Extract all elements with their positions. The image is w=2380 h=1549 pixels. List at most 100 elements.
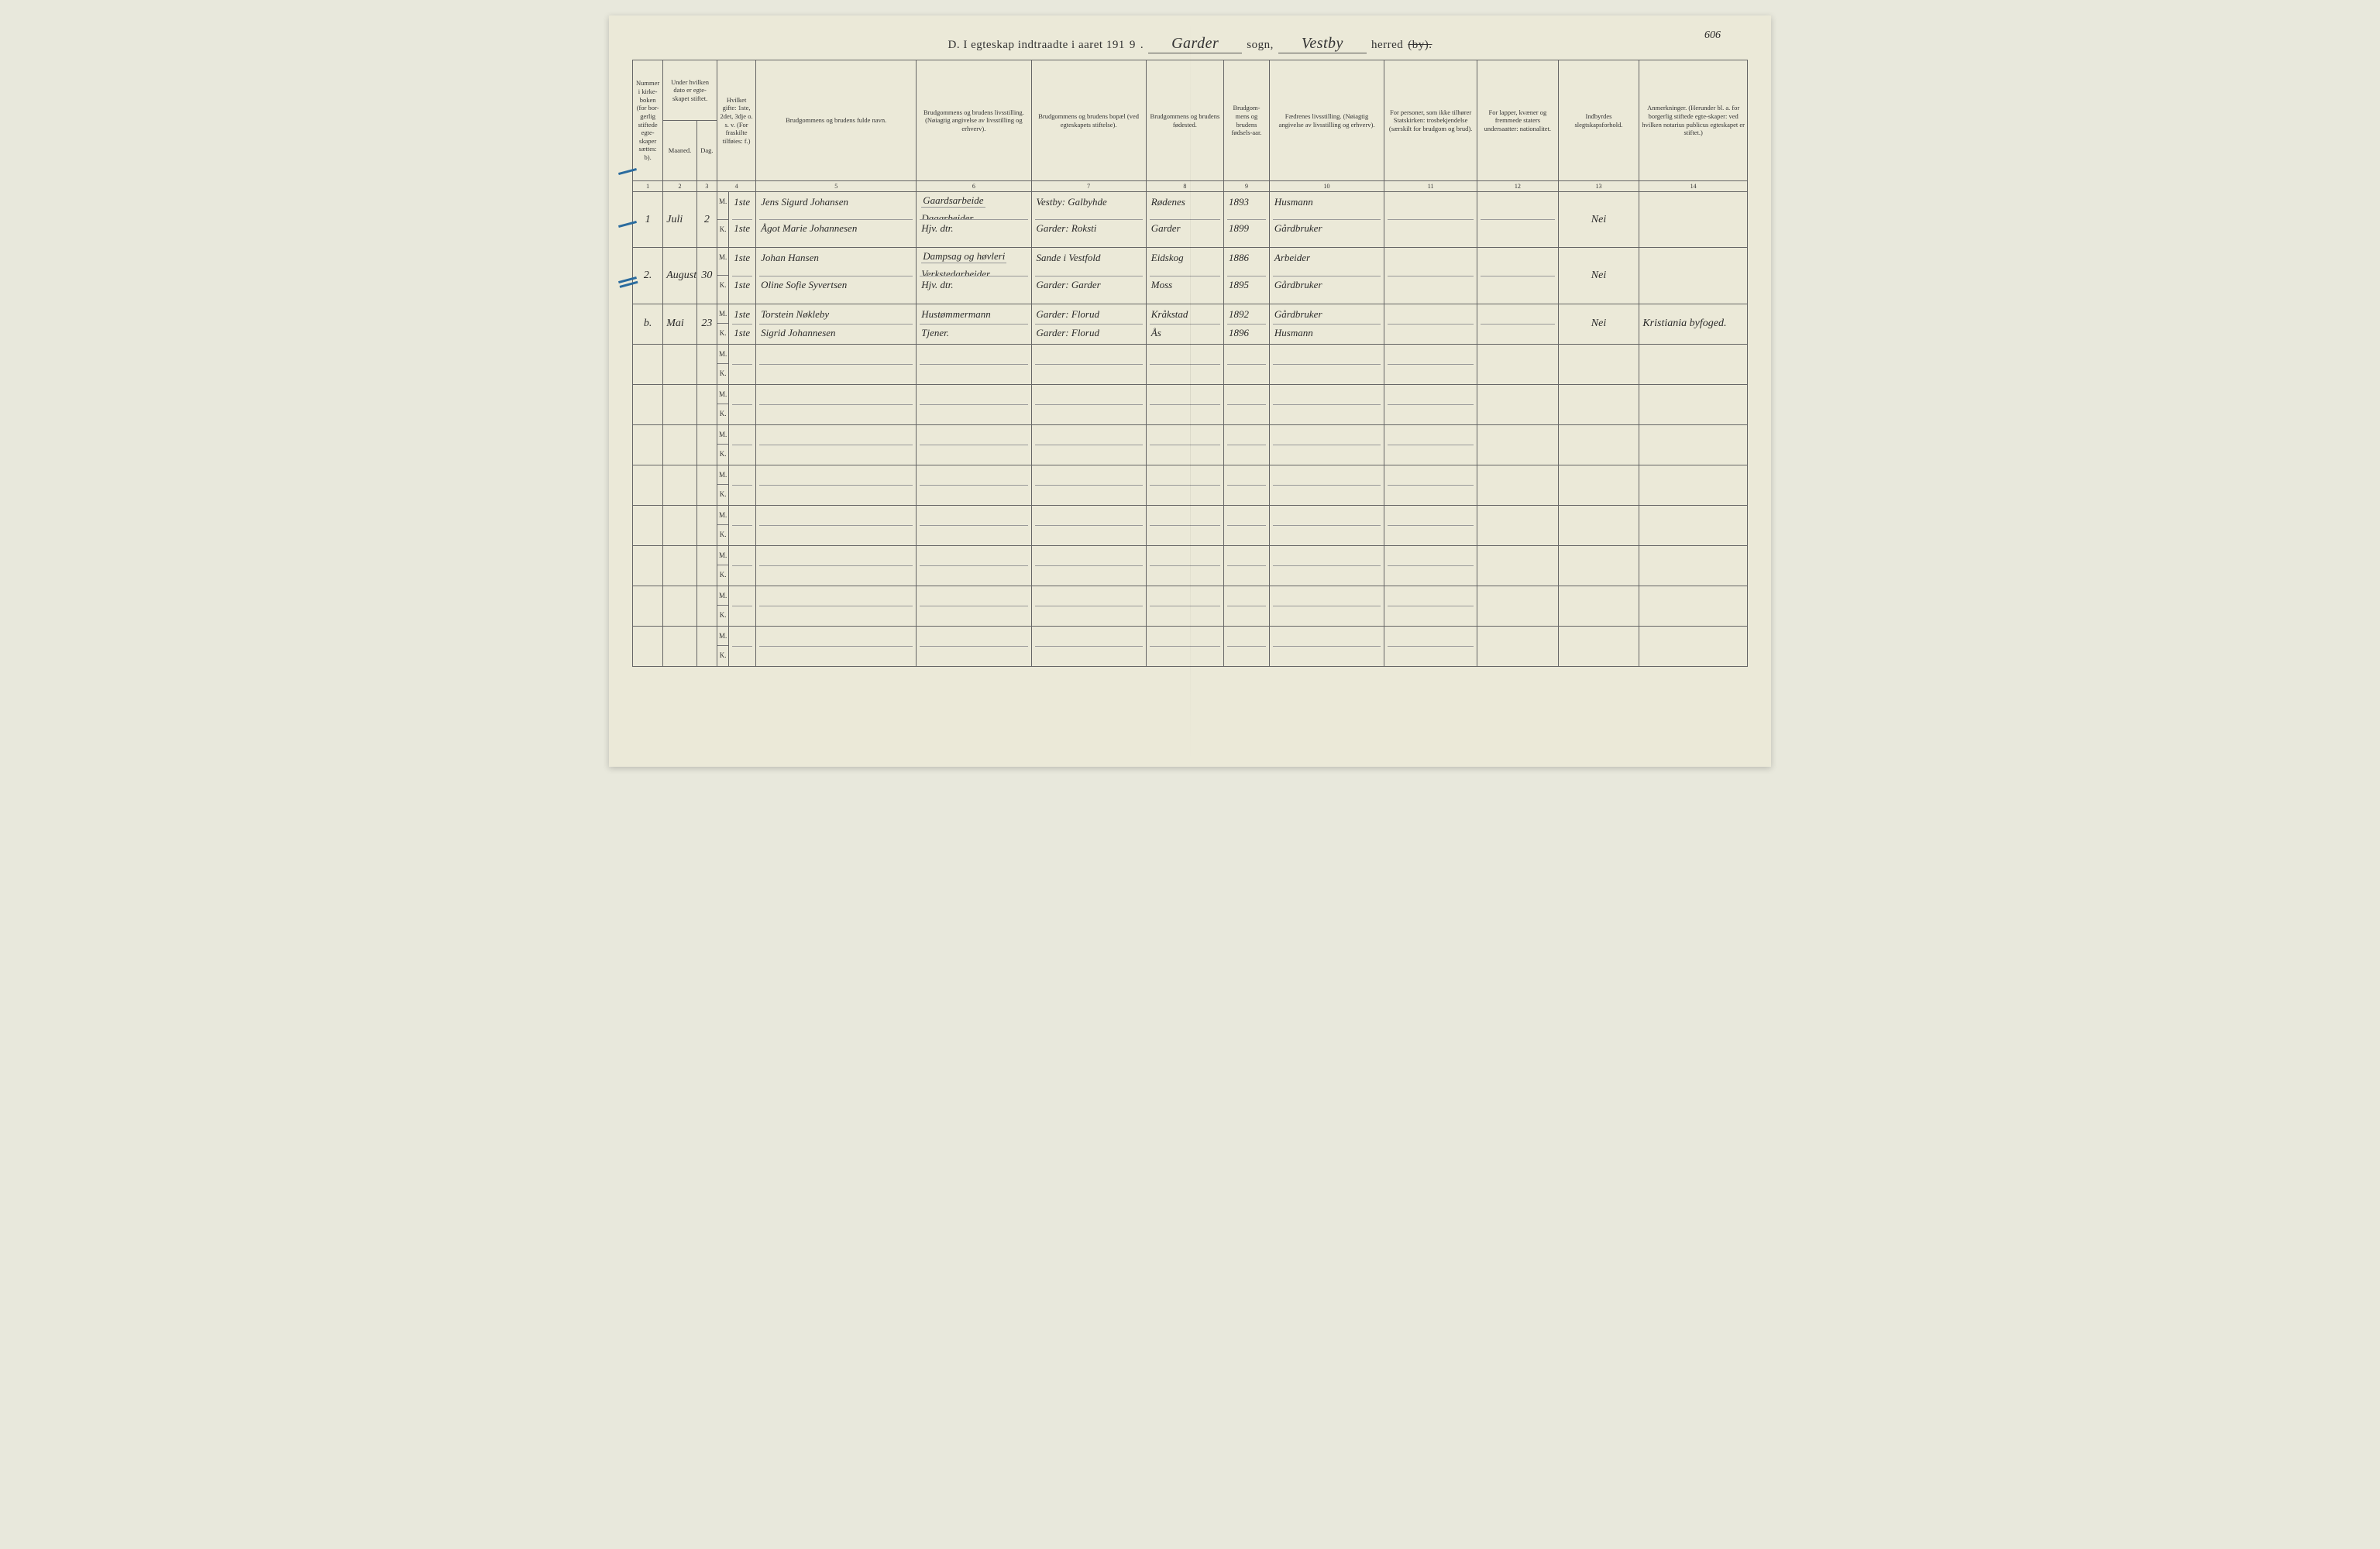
- empty: [1558, 424, 1639, 465]
- col-num: 2: [663, 181, 697, 192]
- empty: [917, 626, 1031, 666]
- occupation: Dampsag og høvleriVerkstedarbeiderHjv. d…: [917, 248, 1031, 304]
- empty: [1269, 465, 1384, 505]
- col-header: Brudgommens og brudens fulde navn.: [756, 60, 917, 181]
- occupation: GaardsarbeideDagarbeiderHjv. dtr.: [917, 192, 1031, 248]
- birthplace: KråkstadÅs: [1146, 304, 1223, 344]
- empty: [1224, 465, 1270, 505]
- empty: [1558, 545, 1639, 586]
- father-occupation: HusmannGårdbruker: [1269, 192, 1384, 248]
- empty: [756, 424, 917, 465]
- col-num: 1: [633, 181, 663, 192]
- month: August: [663, 248, 697, 304]
- names: Torstein NøklebySigrid Johannesen: [756, 304, 917, 344]
- col-header: Anmerkninger. (Herunder bl. a. for borge…: [1639, 60, 1748, 181]
- empty: [1384, 505, 1477, 545]
- empty: [1224, 384, 1270, 424]
- empty: [1639, 344, 1748, 384]
- mk-labels: M.K.: [717, 465, 729, 505]
- sogn-label: sogn,: [1247, 39, 1274, 52]
- title-year: 9: [1130, 39, 1136, 52]
- herred-value: Vestby: [1278, 35, 1367, 53]
- empty: [1031, 424, 1146, 465]
- empty: [729, 465, 756, 505]
- empty: [696, 424, 717, 465]
- empty: [1384, 344, 1477, 384]
- col-header: Under hvilken dato er egte-skapet stifte…: [663, 60, 717, 121]
- col-num: 6: [917, 181, 1031, 192]
- empty: [633, 586, 663, 626]
- empty: [633, 505, 663, 545]
- father-occupation: GårdbrukerHusmann: [1269, 304, 1384, 344]
- empty: [663, 505, 697, 545]
- nationality: [1477, 248, 1559, 304]
- empty: [1146, 505, 1223, 545]
- birthplace: EidskogMoss: [1146, 248, 1223, 304]
- empty: [1224, 545, 1270, 586]
- empty: [1639, 424, 1748, 465]
- empty: [1558, 586, 1639, 626]
- birthplace: RødenesGarder: [1146, 192, 1223, 248]
- empty: [633, 545, 663, 586]
- empty: [917, 384, 1031, 424]
- empty: [1477, 424, 1559, 465]
- empty: [663, 545, 697, 586]
- empty: [917, 465, 1031, 505]
- empty: [696, 505, 717, 545]
- remarks: [1639, 192, 1748, 248]
- empty: [1639, 384, 1748, 424]
- empty: [756, 505, 917, 545]
- empty: [1558, 344, 1639, 384]
- empty: [1558, 505, 1639, 545]
- empty: [729, 545, 756, 586]
- empty: [1477, 465, 1559, 505]
- col-header: Indbyrdes slegtskapsforhold.: [1558, 60, 1639, 181]
- confession: [1384, 304, 1477, 344]
- residence: Garder: FlorudGarder: Florud: [1031, 304, 1146, 344]
- birthyear: 18921896: [1224, 304, 1270, 344]
- kinship: Nei: [1558, 192, 1639, 248]
- empty: [1224, 505, 1270, 545]
- empty: [1224, 344, 1270, 384]
- kinship: Nei: [1558, 248, 1639, 304]
- empty: [1146, 424, 1223, 465]
- empty: [696, 465, 717, 505]
- empty: [1031, 626, 1146, 666]
- col-num: 5: [756, 181, 917, 192]
- empty: [729, 586, 756, 626]
- remarks: [1639, 248, 1748, 304]
- empty: [1031, 465, 1146, 505]
- empty: [1558, 626, 1639, 666]
- empty: [1269, 626, 1384, 666]
- empty: [1384, 424, 1477, 465]
- empty: [1384, 384, 1477, 424]
- empty: [917, 505, 1031, 545]
- birthyear: 18931899: [1224, 192, 1270, 248]
- month: Mai: [663, 304, 697, 344]
- col-num: 11: [1384, 181, 1477, 192]
- month: Juli: [663, 192, 697, 248]
- empty: [917, 545, 1031, 586]
- day: 2: [696, 192, 717, 248]
- empty: [633, 424, 663, 465]
- empty: [1031, 505, 1146, 545]
- col-num: 4: [717, 181, 756, 192]
- empty: [696, 626, 717, 666]
- by-label: (by).: [1408, 39, 1432, 52]
- col-num: 8: [1146, 181, 1223, 192]
- empty: [1639, 586, 1748, 626]
- empty: [1558, 465, 1639, 505]
- names: Johan HansenOline Sofie Syvertsen: [756, 248, 917, 304]
- page-fold: [1190, 15, 1191, 767]
- empty: [1146, 545, 1223, 586]
- empty: [633, 626, 663, 666]
- church-register-page: 606 D. I egteskap indtraadte i aaret 191…: [609, 15, 1771, 767]
- empty: [917, 424, 1031, 465]
- sogn-value: Garder: [1148, 35, 1242, 53]
- empty: [1269, 344, 1384, 384]
- empty: [1477, 384, 1559, 424]
- remarks: Kristiania byfoged.: [1639, 304, 1748, 344]
- mk-labels: M.K.: [717, 304, 729, 344]
- herred-label: herred: [1371, 39, 1403, 52]
- empty: [1146, 626, 1223, 666]
